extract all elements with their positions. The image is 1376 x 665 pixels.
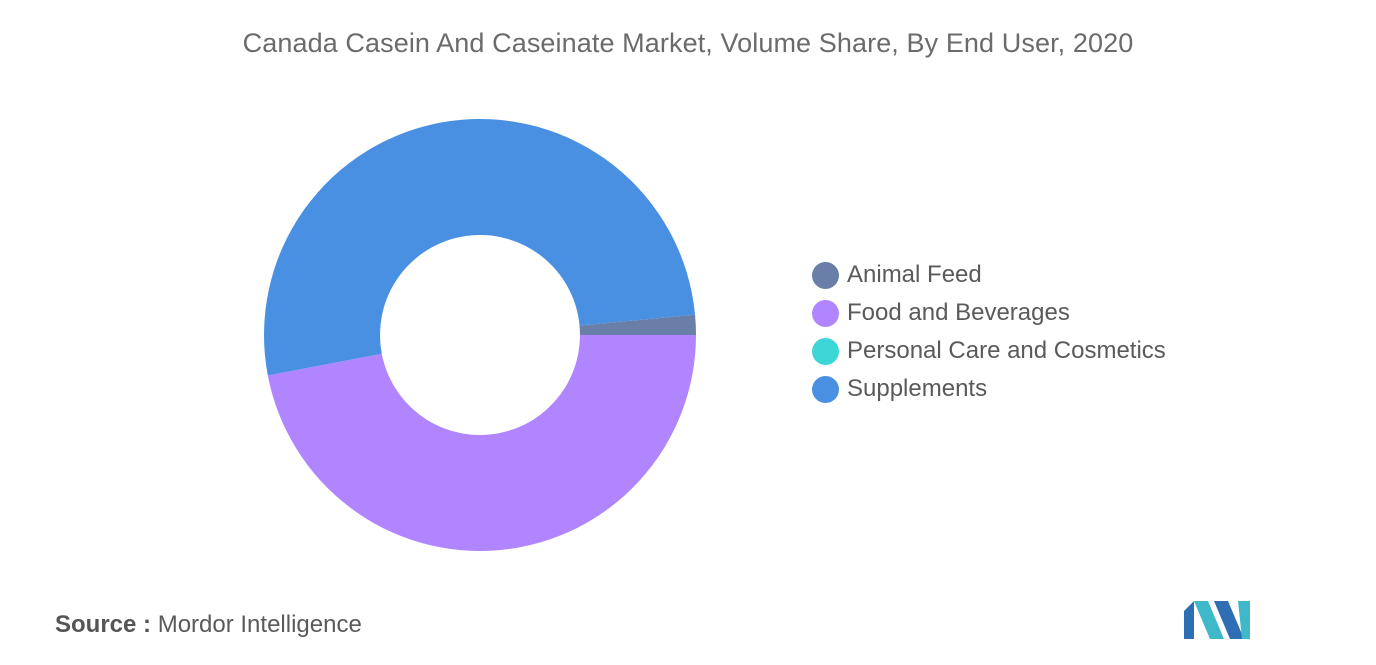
donut-slice-food-and-beverages[interactable] [267,335,696,552]
legend-item-personal-care-and-cosmetics[interactable]: Personal Care and Cosmetics [812,332,1166,370]
legend-item-animal-feed[interactable]: Animal Feed [812,256,1166,294]
donut-slice-animal-feed[interactable] [579,314,696,335]
donut-slices [264,118,696,552]
legend-label-supplements: Supplements [847,375,988,402]
mordor-intelligence-logo-icon [1184,601,1250,639]
legend-item-supplements[interactable]: Supplements [812,370,1166,408]
legend-swatch-food-and-beverages [812,299,839,327]
logo-shape-right [1238,601,1250,639]
logo-shape-middle-right [1214,601,1244,639]
legend-item-food-and-beverages[interactable]: Food and Beverages [812,294,1166,332]
logo-shape-middle-left [1194,601,1224,639]
source-label: Source : [55,611,152,638]
source-note: Source : Mordor Intelligence [55,611,362,639]
legend-swatch-animal-feed [812,261,839,289]
chart-title: Canada Casein And Caseinate Market, Volu… [242,28,1134,58]
chart-legend: Animal Feed Food and Beverages Personal … [812,256,1166,408]
legend-label-personal-care-and-cosmetics: Personal Care and Cosmetics [847,337,1166,364]
legend-label-food-and-beverages: Food and Beverages [847,299,1070,326]
legend-label-animal-feed: Animal Feed [847,261,982,288]
donut-slice-supplements[interactable] [264,118,696,376]
logo-shape-left [1184,601,1194,639]
legend-swatch-personal-care-and-cosmetics [812,337,839,365]
legend-swatch-supplements [812,375,839,403]
source-text: Mordor Intelligence [157,611,362,638]
